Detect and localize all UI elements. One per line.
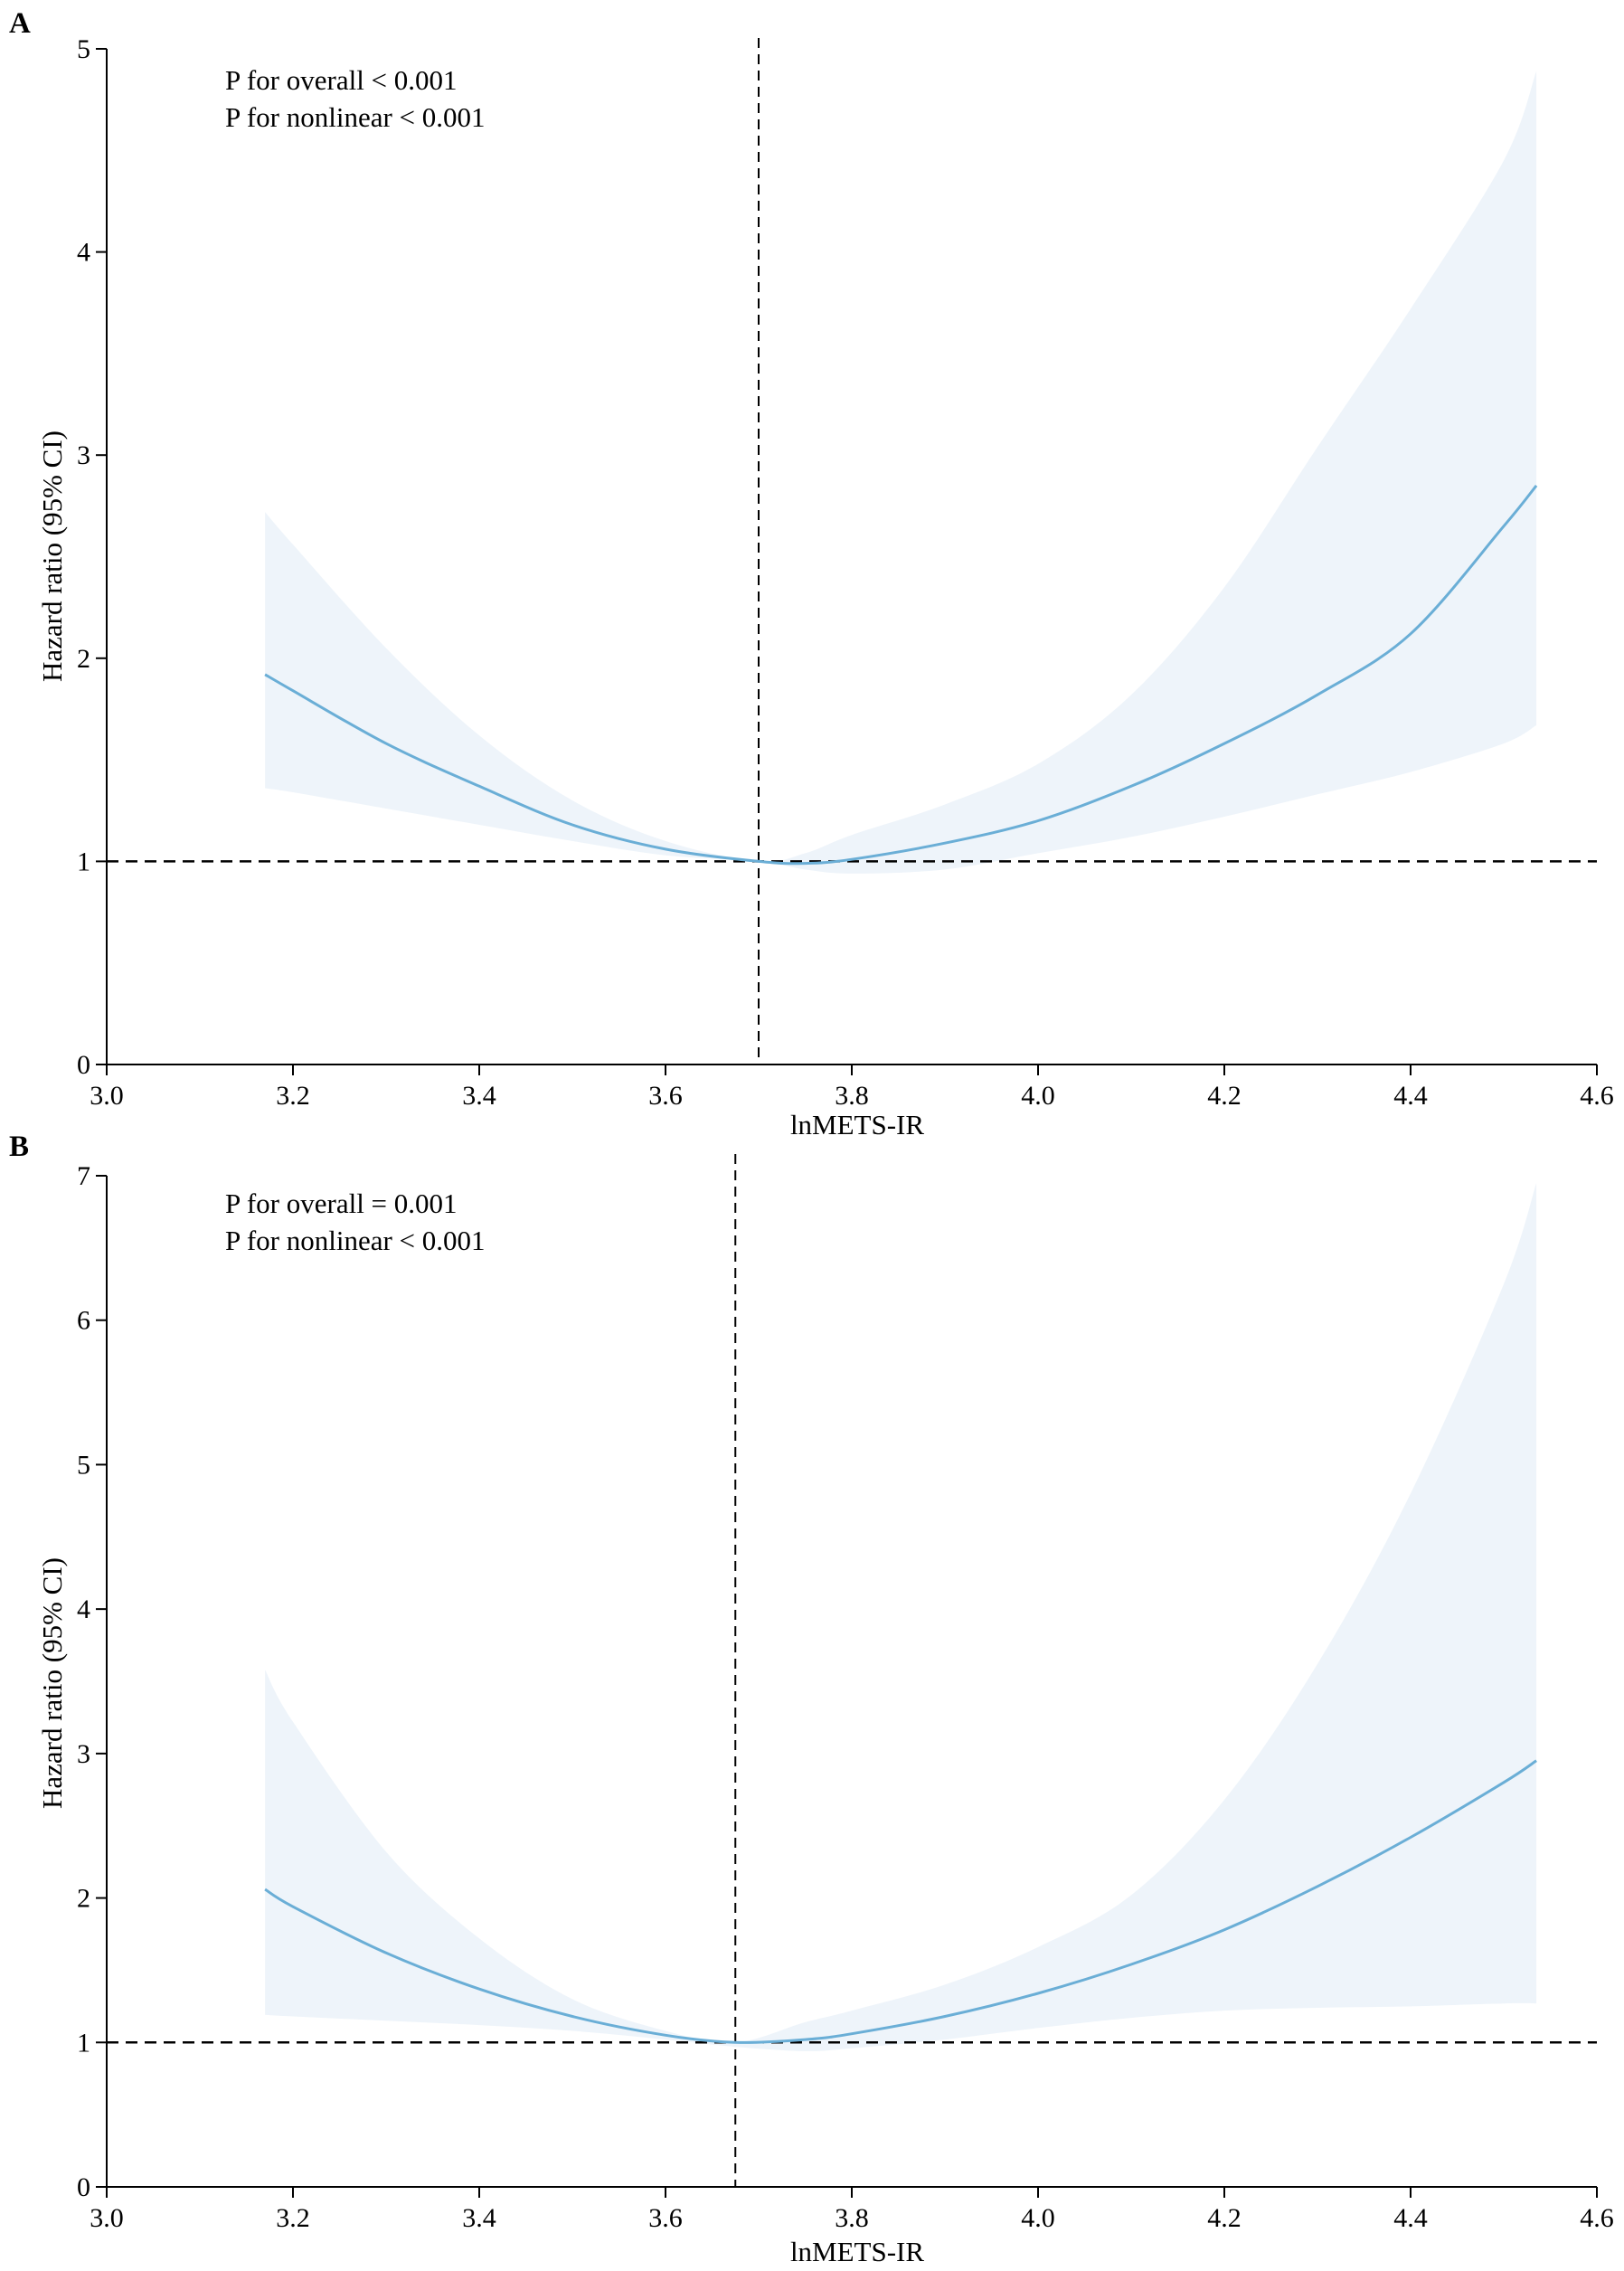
p-overall-annotation: P for overall = 0.001 <box>225 1188 458 1219</box>
y-tick-label: 1 <box>77 2028 90 2058</box>
x-tick-label: 3.4 <box>462 1081 496 1111</box>
p-nonlinear-annotation: P for nonlinear < 0.001 <box>225 1225 486 1256</box>
x-tick-label: 4.6 <box>1580 2203 1614 2233</box>
y-tick-label: 5 <box>77 34 90 64</box>
x-tick-label: 3.6 <box>648 1081 683 1111</box>
y-tick-label: 4 <box>77 238 90 268</box>
x-tick-label: 4.0 <box>1021 2203 1055 2233</box>
panel-b: B 3.0 3.2 3.4 3.6 3.8 4.0 4.2 4.4 4.6 0 1 2 3 4 5 6 7 P… <box>9 1131 1614 2267</box>
y-tick-label: 2 <box>77 644 90 674</box>
p-overall-annotation: P for overall < 0.001 <box>225 64 458 96</box>
y-tick-label: 3 <box>77 1739 90 1769</box>
y-tick-label: 3 <box>77 440 90 470</box>
y-axis-label: Hazard ratio (95% CI) <box>36 431 68 682</box>
ci-band <box>265 71 1537 874</box>
y-axis-label: Hazard ratio (95% CI) <box>36 1557 68 1809</box>
x-tick-label: 3.0 <box>90 1081 124 1111</box>
x-tick-label: 4.2 <box>1207 1081 1242 1111</box>
x-tick-label: 3.6 <box>648 2203 683 2233</box>
panel-a: A 3.0 3.2 3.4 3.6 3.8 4.0 4.2 4.4 4.6 0 1 2 3 4 5 P f… <box>9 7 1614 1140</box>
x-ticks: 3.0 3.2 3.4 3.6 3.8 4.0 4.2 4.4 4.6 <box>90 1065 1614 1111</box>
y-tick-label: 4 <box>77 1594 90 1624</box>
x-tick-label: 4.2 <box>1207 2203 1242 2233</box>
y-tick-label: 0 <box>77 1050 90 1080</box>
x-tick-label: 3.2 <box>276 2203 310 2233</box>
panel-letter: A <box>9 7 31 40</box>
x-ticks: 3.0 3.2 3.4 3.6 3.8 4.0 4.2 4.4 4.6 <box>90 2187 1614 2233</box>
y-ticks: 0 1 2 3 4 5 <box>77 34 107 1080</box>
p-nonlinear-annotation: P for nonlinear < 0.001 <box>225 101 486 133</box>
panel-letter: B <box>9 1131 29 1163</box>
x-axis-label: lnMETS-IR <box>790 2236 924 2267</box>
x-tick-label: 4.4 <box>1393 1081 1428 1111</box>
y-ticks: 0 1 2 3 4 5 6 7 <box>77 1161 107 2202</box>
y-tick-label: 5 <box>77 1450 90 1480</box>
x-tick-label: 3.4 <box>462 2203 496 2233</box>
y-tick-label: 7 <box>77 1161 90 1191</box>
y-tick-label: 6 <box>77 1306 90 1336</box>
y-tick-label: 1 <box>77 847 90 876</box>
x-tick-label: 3.8 <box>835 1081 869 1111</box>
x-tick-label: 3.0 <box>90 2203 124 2233</box>
hazard-ratio-line <box>264 484 1538 866</box>
x-tick-label: 3.2 <box>276 1081 310 1111</box>
x-tick-label: 3.8 <box>835 2203 869 2233</box>
x-tick-label: 4.0 <box>1021 1081 1055 1111</box>
y-tick-label: 2 <box>77 1884 90 1914</box>
x-tick-label: 4.4 <box>1393 2203 1428 2233</box>
y-tick-label: 0 <box>77 2172 90 2202</box>
x-axis-label: lnMETS-IR <box>790 1109 924 1140</box>
ci-band <box>265 1183 1537 2051</box>
x-tick-label: 4.6 <box>1580 1081 1614 1111</box>
hazard-ratio-line <box>264 1759 1537 2044</box>
